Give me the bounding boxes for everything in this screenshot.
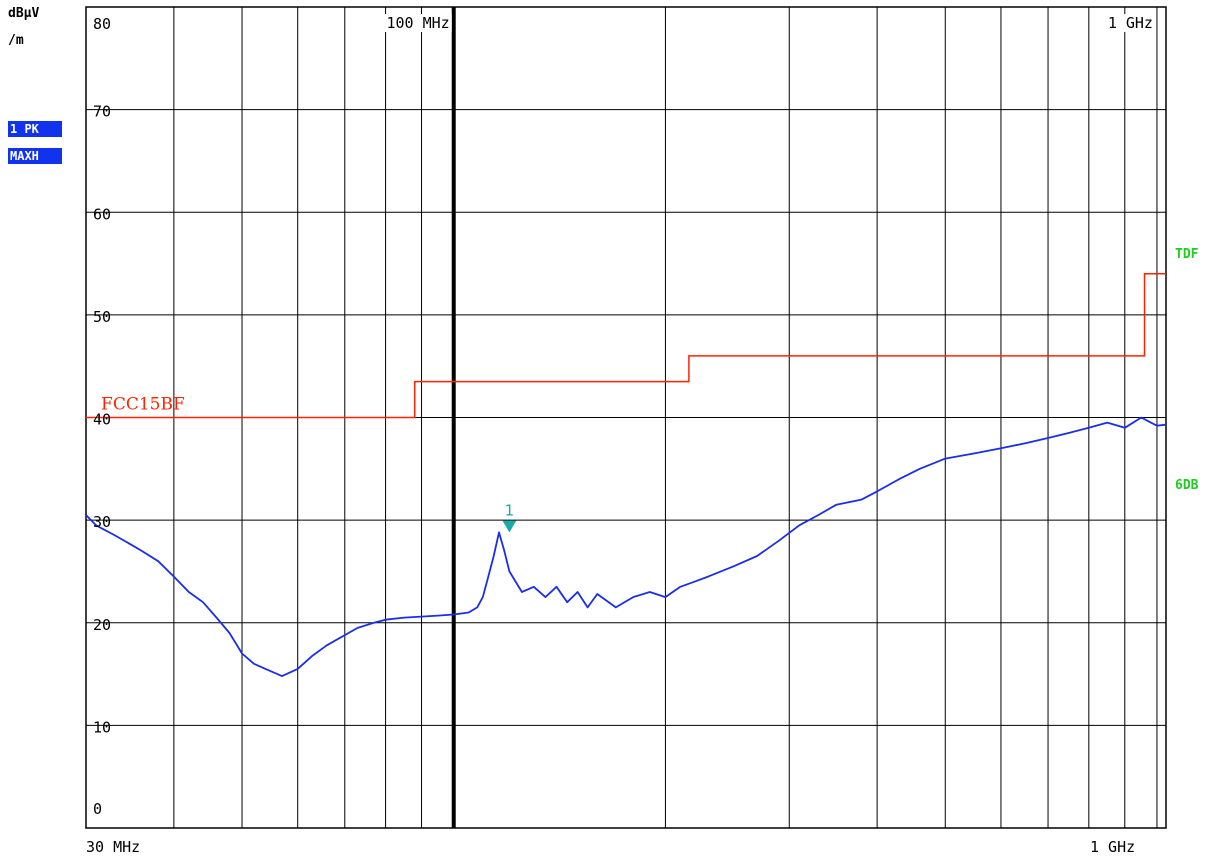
trace-line xyxy=(85,416,1167,677)
limit-series-line xyxy=(86,273,1166,419)
limit-line xyxy=(86,273,1166,419)
trace-series-line xyxy=(85,416,1167,677)
trace-badge-detector: 1 PK xyxy=(8,121,62,137)
top-axis-label: 1 GHz xyxy=(1108,14,1153,32)
y-tick-label: 50 xyxy=(93,308,111,326)
threshold-label: 6DB xyxy=(1175,478,1199,493)
markers: 1 xyxy=(502,501,517,533)
y-tick-label: 70 xyxy=(93,103,111,121)
y-tick-label: 30 xyxy=(93,513,111,531)
limit-annotation: FCC15BF xyxy=(101,394,185,414)
top-label-bg xyxy=(1105,14,1155,32)
y-unit-label-2: /m xyxy=(8,33,24,48)
y-tick-label: 20 xyxy=(93,616,111,634)
x-end-label: 1 GHz xyxy=(1090,838,1136,856)
trace-badge-mode: MAXH xyxy=(8,148,62,164)
grid xyxy=(85,6,1167,829)
top-axis-label: 100 MHz xyxy=(386,14,449,32)
x-start-label: 30 MHz xyxy=(86,838,141,856)
top-label-bg xyxy=(384,14,452,32)
y-tick-label: 40 xyxy=(93,411,111,429)
marker-label: 1 xyxy=(505,501,515,519)
tick-labels: 0 10 20 30 40 50 60 70 80 100 MHz 1 GHz FCC15BF xyxy=(93,14,1155,818)
y-tick-label: 10 xyxy=(93,718,111,736)
y-tick-label: 60 xyxy=(93,205,111,223)
tdf-label: TDF xyxy=(1175,247,1199,262)
y-tick-label: 0 xyxy=(93,800,102,818)
marker-triangle xyxy=(502,520,517,533)
y-unit-label: dBµV xyxy=(8,6,40,21)
y-tick-label: 80 xyxy=(93,15,111,33)
